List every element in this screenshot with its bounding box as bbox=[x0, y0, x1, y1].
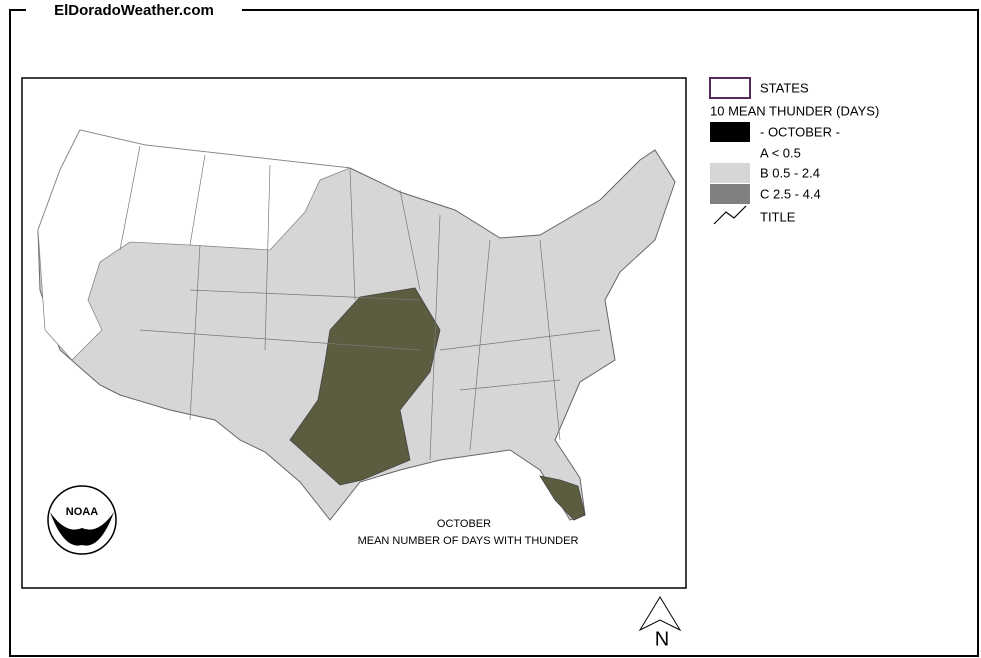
map bbox=[37, 129, 676, 521]
map-title: OCTOBER bbox=[437, 518, 491, 530]
legend-label: C 2.5 - 4.4 bbox=[760, 186, 821, 201]
legend-swatch bbox=[710, 184, 750, 204]
north-arrow: N bbox=[638, 596, 682, 650]
north-arrow-shape bbox=[638, 596, 682, 632]
site-title: ElDoradoWeather.com bbox=[54, 2, 214, 19]
region-a bbox=[37, 129, 351, 361]
region-c-florida bbox=[539, 475, 586, 521]
legend-states-swatch bbox=[709, 77, 751, 99]
legend-title-item: TITLE bbox=[760, 209, 796, 224]
north-label: N bbox=[655, 628, 669, 650]
legend: STATES 10 MEAN THUNDER (DAYS) - OCTOBER … bbox=[709, 77, 879, 225]
noaa-logo: NOAA bbox=[47, 485, 117, 555]
legend-states: STATES bbox=[760, 80, 809, 95]
legend-swatch bbox=[710, 122, 750, 142]
legend-label: B 0.5 - 2.4 bbox=[760, 165, 820, 180]
region-c bbox=[289, 287, 441, 486]
header-bg bbox=[26, 0, 242, 20]
legend-swatch bbox=[710, 163, 750, 183]
state-lines bbox=[119, 145, 601, 461]
legend-title-icon bbox=[713, 205, 747, 225]
outer-frame bbox=[9, 9, 979, 657]
legend-label: A < 0.5 bbox=[760, 145, 801, 160]
logo-bird bbox=[50, 512, 114, 546]
logo-text: NOAA bbox=[66, 506, 98, 518]
legend-label: - OCTOBER - bbox=[760, 124, 840, 139]
legend-layer-title: 10 MEAN THUNDER (DAYS) bbox=[710, 103, 879, 118]
map-subtitle: MEAN NUMBER OF DAYS WITH THUNDER bbox=[358, 535, 579, 547]
